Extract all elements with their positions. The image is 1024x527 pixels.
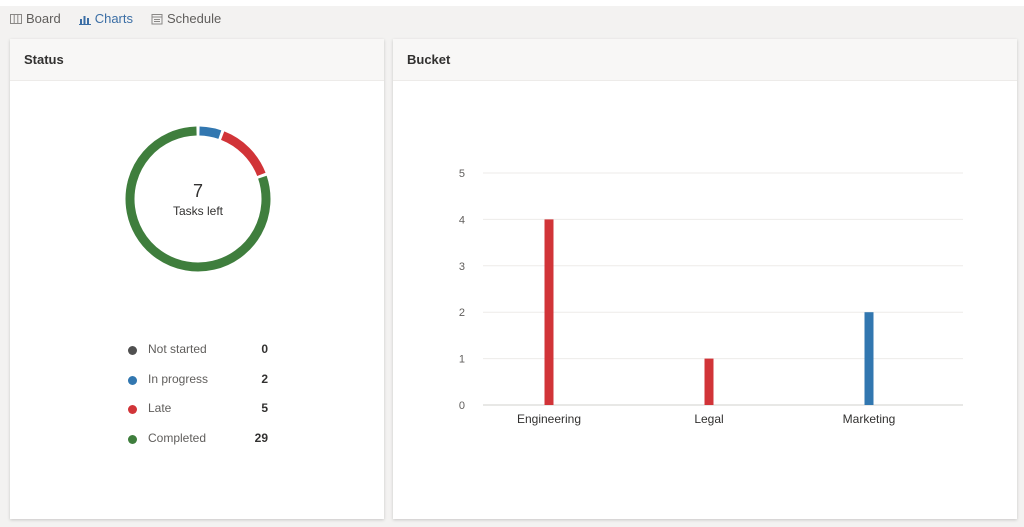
nav-board[interactable]: Board <box>10 11 61 26</box>
bar-marketing[interactable] <box>864 312 874 405</box>
legend-item[interactable]: Completed 29 <box>128 431 268 461</box>
donut-slice-completed[interactable] <box>125 126 271 272</box>
tasks-left-count: 7 <box>192 181 203 201</box>
legend-item[interactable]: In progress 2 <box>128 372 268 402</box>
legend-dot <box>128 405 137 414</box>
donut-slice-late[interactable] <box>220 131 266 177</box>
y-tick-label: 4 <box>459 214 465 226</box>
nav-board-label: Board <box>26 11 61 26</box>
x-tick-label: Engineering <box>517 412 581 426</box>
y-tick-label: 1 <box>459 354 465 366</box>
nav-charts-label: Charts <box>94 11 133 26</box>
charts-icon <box>78 13 91 25</box>
status-card: Status 7 Tasks left Not started 0 In pro… <box>10 39 384 519</box>
bar-engineering[interactable] <box>544 219 554 405</box>
top-bar: Board Charts Schedule <box>0 0 1024 38</box>
top-strip <box>0 0 1024 6</box>
legend-dot <box>128 434 137 444</box>
donut-center: 7 Tasks left <box>138 181 258 218</box>
donut-slice-in-progress[interactable] <box>199 126 222 139</box>
legend-item[interactable]: Not started 0 <box>128 342 268 372</box>
legend-item[interactable]: Late 5 <box>128 401 268 431</box>
bucket-card: Bucket 0 1 2 3 4 5 Engineering Legal Marketing <box>393 39 1017 519</box>
legend-count: 29 <box>254 430 268 445</box>
y-tick-label: 5 <box>459 168 465 180</box>
legend-count: 2 <box>261 371 268 386</box>
legend-dot <box>128 375 137 385</box>
x-tick-label: Legal <box>694 412 723 426</box>
legend-dot <box>128 346 137 355</box>
nav-schedule[interactable]: Schedule <box>151 11 221 26</box>
board-icon <box>10 13 22 25</box>
y-tick-label: 3 <box>459 261 465 273</box>
legend-count: 5 <box>261 401 268 415</box>
tasks-left-label: Tasks left <box>172 204 223 218</box>
view-nav: Board Charts Schedule <box>10 11 221 26</box>
y-tick-label: 2 <box>459 307 465 319</box>
legend-label: In progress <box>148 371 209 386</box>
y-tick-label: 0 <box>459 400 465 412</box>
legend-label: Completed <box>148 430 207 445</box>
legend-label: Not started <box>148 342 207 356</box>
status-legend: Not started 0 In progress 2 Late 5 Compl… <box>128 342 268 460</box>
schedule-icon <box>151 13 163 25</box>
status-card-title: Status <box>10 39 384 81</box>
nav-charts[interactable]: Charts <box>78 11 133 26</box>
status-donut-chart <box>125 126 271 272</box>
legend-count: 0 <box>261 342 268 356</box>
bar-legal[interactable] <box>704 358 714 405</box>
bucket-card-title: Bucket <box>393 39 1017 81</box>
nav-schedule-label: Schedule <box>167 11 222 26</box>
x-tick-label: Marketing <box>843 412 896 426</box>
legend-label: Late <box>148 401 172 415</box>
bucket-bar-chart: 0 1 2 3 4 5 Engineering Legal Marketing <box>459 168 963 426</box>
